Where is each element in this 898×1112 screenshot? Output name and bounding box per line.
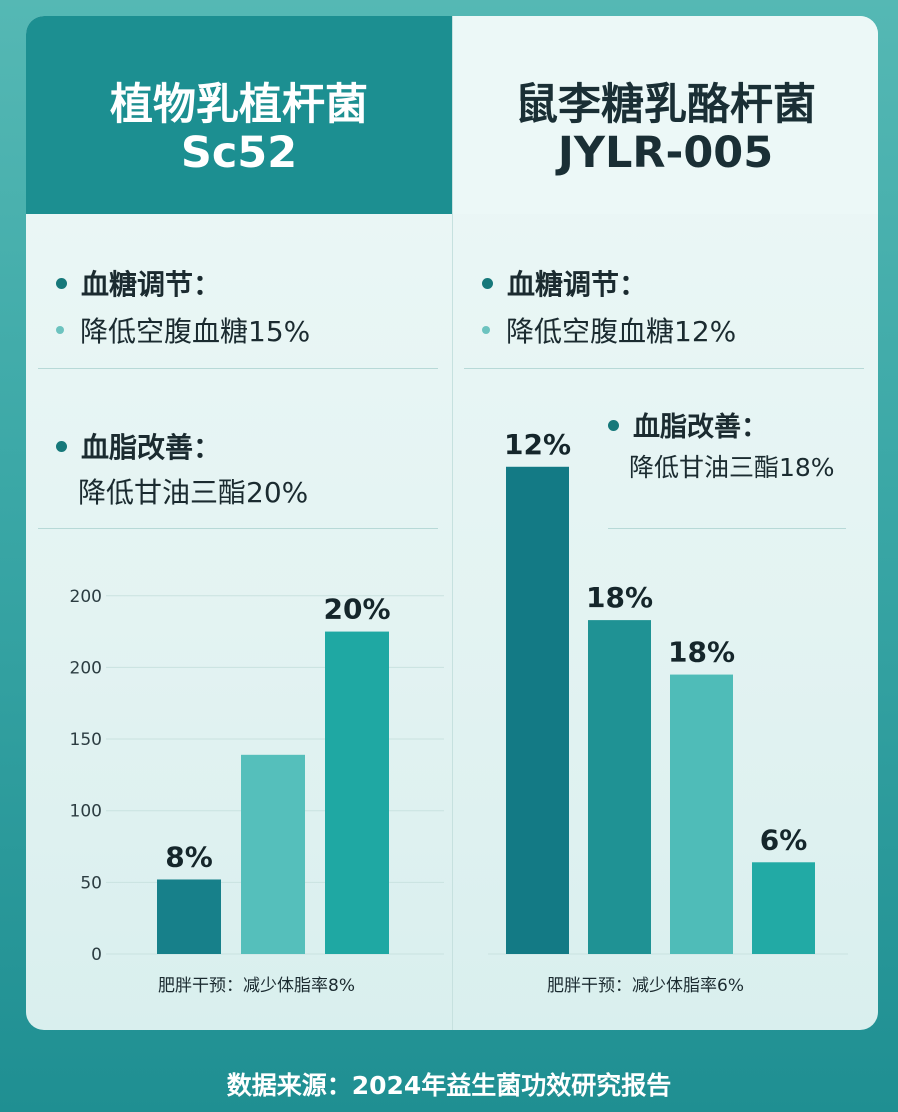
bar [670, 674, 733, 954]
left-lipid-text: 降低甘油三酯20% [78, 476, 309, 509]
bar [241, 754, 305, 954]
right-lipid-title: 血脂改善： [608, 405, 768, 444]
left-chart-xlabel: 肥胖干预：减少体脂率8% [158, 976, 355, 996]
bullet-icon [482, 277, 493, 289]
bullet-icon [56, 440, 67, 452]
bar [506, 466, 569, 954]
bar-data-label: 12% [504, 428, 571, 461]
right-divider-2 [608, 528, 846, 529]
y-tick-label: 50 [80, 873, 102, 893]
bar-data-label: 20% [323, 593, 390, 626]
bar [752, 862, 815, 954]
bar-data-label: 6% [760, 823, 808, 856]
y-tick-label: 200 [70, 658, 102, 678]
bar-data-label: 18% [668, 636, 735, 669]
bullet-icon [56, 326, 64, 334]
left-glucose-text: 降低空腹血糖15% [56, 310, 310, 350]
right-chart-xlabel: 肥胖干预：减少体脂率6% [547, 976, 744, 996]
right-divider-1 [464, 368, 864, 369]
bullet-icon [56, 277, 67, 289]
right-strain-code: JYLR-005 [557, 128, 774, 178]
bullet-icon [482, 326, 490, 334]
bar-charts: 0 50 100 150 200 200 8% 20% 12% 18% 18% 6% [70, 428, 848, 965]
bar [325, 631, 389, 954]
left-strain-code: Sc52 [180, 128, 298, 178]
left-header: 植物乳植杆菌 Sc52 [26, 16, 452, 214]
column-divider [452, 16, 453, 1030]
y-tick-label: 0 [91, 945, 102, 965]
left-strain-name: 植物乳植杆菌 [110, 80, 368, 130]
y-tick-label: 150 [70, 730, 102, 750]
bar [588, 620, 651, 954]
bar [157, 879, 221, 954]
bar-data-label: 8% [165, 840, 213, 873]
left-divider-2 [38, 528, 438, 529]
bullet-icon [608, 420, 619, 431]
right-strain-name: 鼠李糖乳酪杆菌 [515, 80, 816, 130]
right-glucose-title: 血糖调节： [482, 263, 647, 303]
left-glucose-title: 血糖调节： [56, 263, 221, 303]
comparison-card: 植物乳植杆菌 Sc52 鼠李糖乳酪杆菌 JYLR-005 血糖调节： 降低空腹血… [26, 16, 878, 1030]
data-source: 数据来源：2024年益生菌功效研究报告 [226, 1071, 672, 1100]
left-divider-1 [38, 368, 438, 369]
y-tick-label: 100 [70, 802, 102, 822]
y-tick-label: 200 [70, 587, 102, 607]
right-glucose-text: 降低空腹血糖12% [482, 310, 736, 350]
right-header: 鼠李糖乳酪杆菌 JYLR-005 [453, 16, 878, 214]
bar-data-label: 18% [586, 581, 653, 614]
right-lipid-text: 降低甘油三酯18% [629, 453, 835, 482]
left-lipid-title: 血脂改善： [56, 426, 221, 466]
